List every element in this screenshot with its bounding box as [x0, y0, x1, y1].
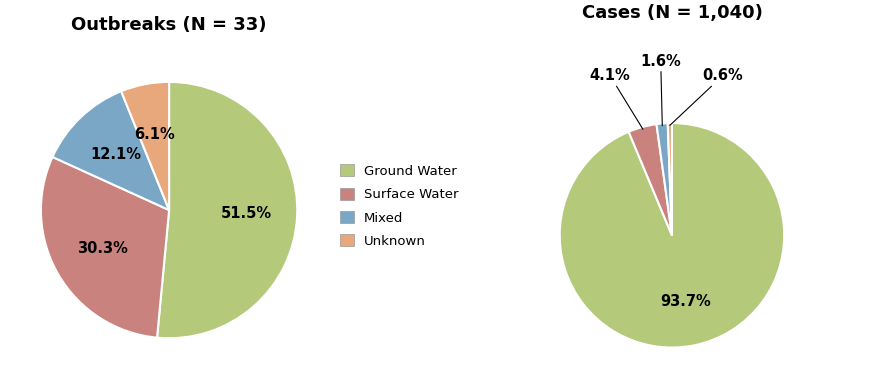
- Wedge shape: [560, 123, 784, 347]
- Text: 30.3%: 30.3%: [77, 241, 128, 256]
- Text: 51.5%: 51.5%: [221, 206, 271, 221]
- Wedge shape: [53, 91, 169, 210]
- Legend: Ground Water, Surface Water, Mixed, Unknown: Ground Water, Surface Water, Mixed, Unkn…: [340, 165, 458, 248]
- Text: 6.1%: 6.1%: [134, 127, 174, 142]
- Text: 93.7%: 93.7%: [659, 294, 710, 309]
- Wedge shape: [657, 123, 672, 235]
- Wedge shape: [668, 123, 672, 235]
- Text: 4.1%: 4.1%: [590, 68, 643, 129]
- Text: 1.6%: 1.6%: [640, 54, 681, 126]
- Text: 12.1%: 12.1%: [91, 147, 142, 162]
- Text: 0.6%: 0.6%: [670, 68, 743, 125]
- Title: Outbreaks (N = 33): Outbreaks (N = 33): [71, 16, 267, 33]
- Wedge shape: [121, 82, 169, 210]
- Wedge shape: [41, 157, 169, 338]
- Title: Cases (N = 1,040): Cases (N = 1,040): [581, 4, 763, 22]
- Wedge shape: [628, 124, 672, 235]
- Wedge shape: [157, 82, 297, 338]
